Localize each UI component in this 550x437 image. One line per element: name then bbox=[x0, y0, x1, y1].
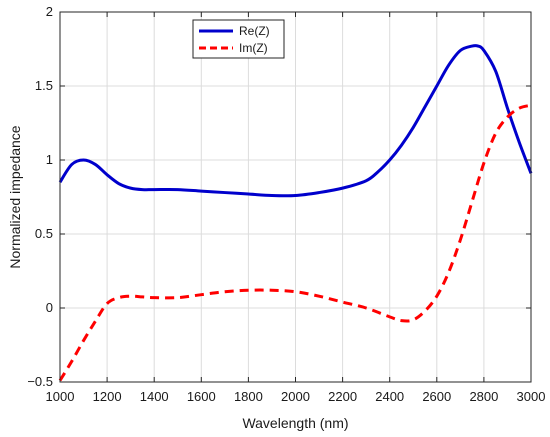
y-axis-label: Normalized impedance bbox=[7, 125, 23, 268]
legend-box bbox=[192, 19, 285, 59]
legend-label-2: Im(Z) bbox=[239, 41, 268, 55]
x-tick-label: 2400 bbox=[375, 389, 404, 404]
series-line-2 bbox=[58, 103, 532, 382]
y-tick-label: 1 bbox=[46, 152, 53, 167]
x-tick-label: 2600 bbox=[422, 389, 451, 404]
x-tick-label: 2200 bbox=[328, 389, 357, 404]
legend-label-1: Re(Z) bbox=[239, 24, 270, 38]
y-tick-label: 1.5 bbox=[35, 78, 53, 93]
y-tick-label: 0 bbox=[46, 300, 53, 315]
x-tick-label: 2000 bbox=[281, 389, 310, 404]
y-tick-label: −0.5 bbox=[27, 374, 53, 389]
ticks bbox=[59, 11, 532, 383]
series-layer bbox=[58, 43, 533, 382]
y-tick-label: 0.5 bbox=[35, 226, 53, 241]
x-tick-label: 1200 bbox=[93, 389, 122, 404]
x-tick-label: 1800 bbox=[234, 389, 263, 404]
x-tick-label: 1400 bbox=[140, 389, 169, 404]
x-axis-label: Wavelength (nm) bbox=[242, 415, 348, 431]
tick-labels: 1000 1200 1400 1600 1800 2000 2200 2400 2600 2800… bbox=[27, 4, 545, 404]
y-tick-label: 2 bbox=[46, 4, 53, 19]
x-tick-label: 3000 bbox=[517, 389, 546, 404]
x-tick-label: 1000 bbox=[46, 389, 75, 404]
x-tick-label: 2800 bbox=[469, 389, 498, 404]
series-line-1 bbox=[58, 43, 533, 198]
x-tick-label: 1600 bbox=[187, 389, 216, 404]
legend: Re(Z) Im(Z) bbox=[192, 19, 285, 59]
